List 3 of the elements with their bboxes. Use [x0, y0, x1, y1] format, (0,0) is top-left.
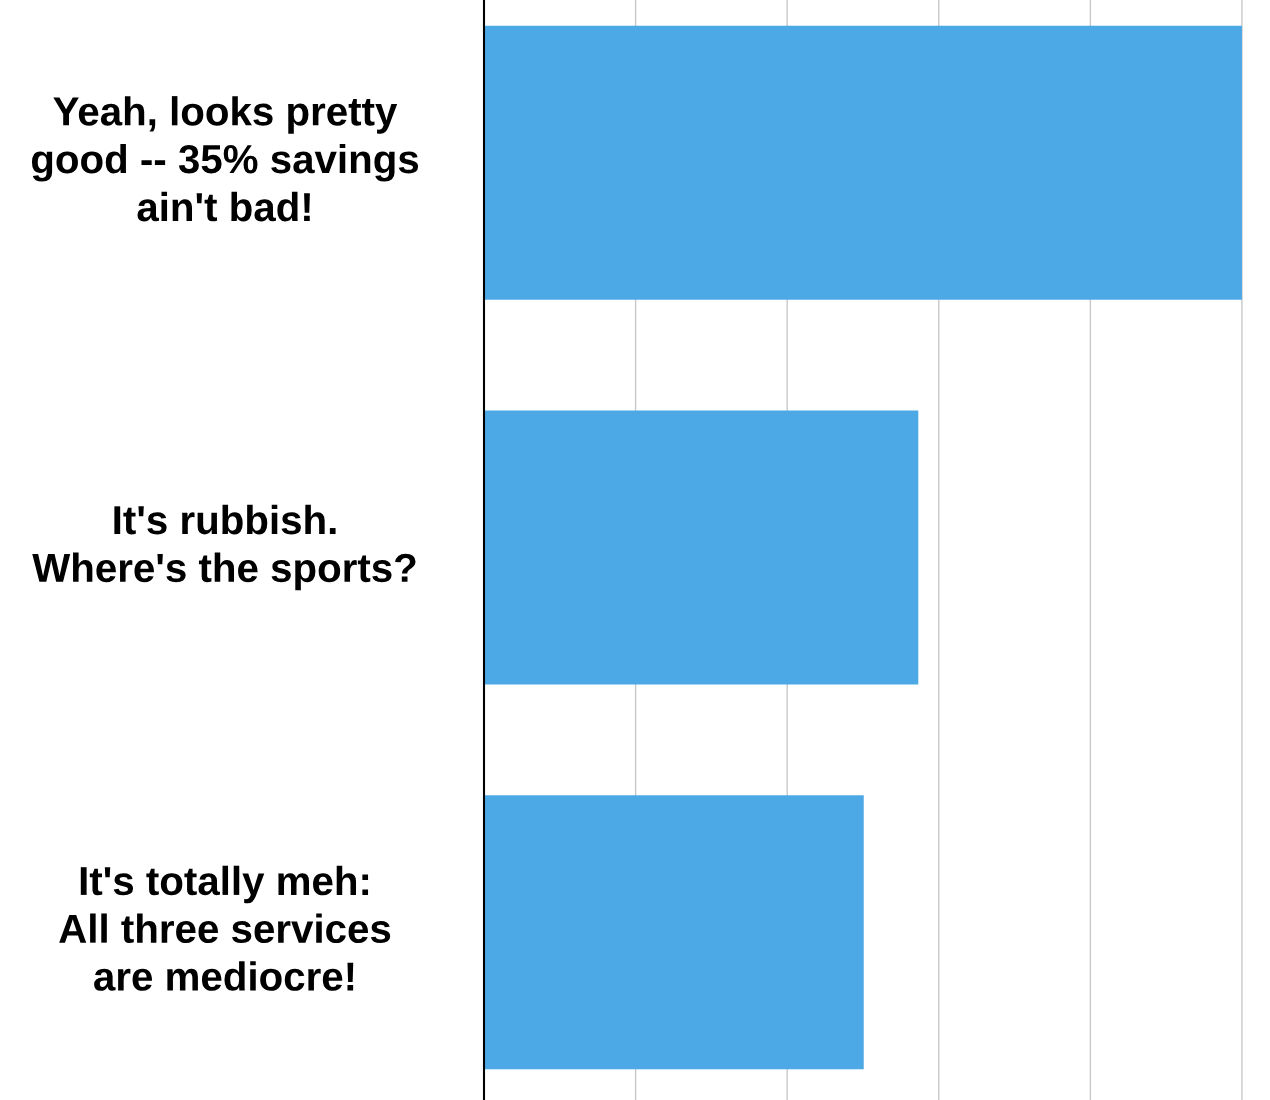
y-tick-label: It's rubbish. Where's the sports? — [32, 504, 416, 591]
y-tick-label: Yeah, looks pretty good -- 35% savings ain't bad! — [31, 96, 419, 222]
y-tick-label: It's totally meh: All three services are mediocre! — [59, 865, 391, 991]
